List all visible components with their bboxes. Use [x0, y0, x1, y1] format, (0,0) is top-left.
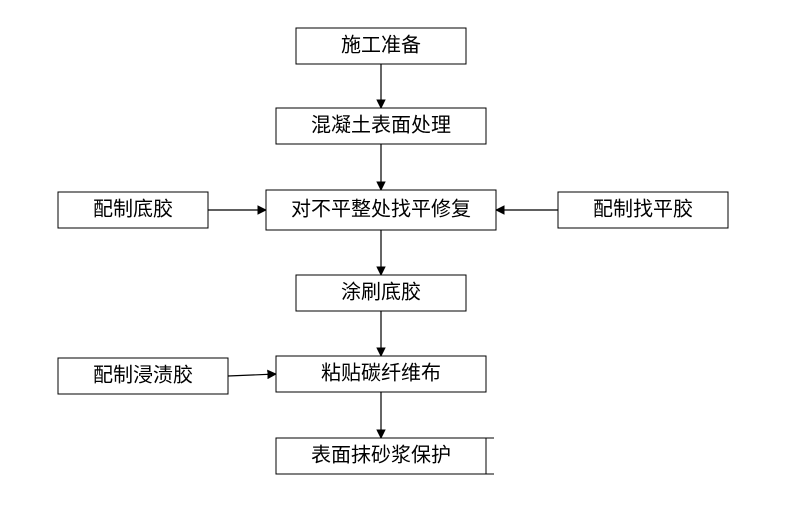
flow-node-n4: 涂刷底胶 [296, 275, 466, 311]
flow-node-label: 对不平整处找平修复 [291, 198, 471, 221]
nodes-layer: 施工准备混凝土表面处理对不平整处找平修复涂刷底胶粘贴碳纤维布表面抹砂浆保护 配制底… [58, 28, 728, 474]
extras-layer [486, 438, 494, 474]
flow-node-s2: 配制找平胶 [558, 192, 728, 228]
flow-node-n6: 表面抹砂浆保护 [276, 438, 486, 474]
flow-node-label: 表面抹砂浆保护 [311, 444, 451, 467]
flow-node-label: 配制底胶 [93, 198, 173, 221]
flow-node-n2: 混凝土表面处理 [276, 108, 486, 144]
flow-node-label: 配制浸渍胶 [93, 364, 193, 387]
flow-node-label: 混凝土表面处理 [311, 114, 451, 137]
flow-node-label: 配制找平胶 [593, 198, 693, 221]
flow-node-s1: 配制底胶 [58, 192, 208, 228]
flow-node-label: 粘贴碳纤维布 [321, 362, 441, 385]
flow-node-label: 涂刷底胶 [341, 281, 421, 304]
flow-node-label: 施工准备 [341, 34, 421, 57]
flow-node-n5: 粘贴碳纤维布 [276, 356, 486, 392]
flow-node-n1: 施工准备 [296, 28, 466, 64]
flow-node-s3: 配制浸渍胶 [58, 358, 228, 394]
flow-edge [228, 374, 276, 376]
flow-node-n3: 对不平整处找平修复 [266, 190, 496, 230]
flowchart-canvas: 施工准备混凝土表面处理对不平整处找平修复涂刷底胶粘贴碳纤维布表面抹砂浆保护 配制底… [0, 0, 800, 530]
